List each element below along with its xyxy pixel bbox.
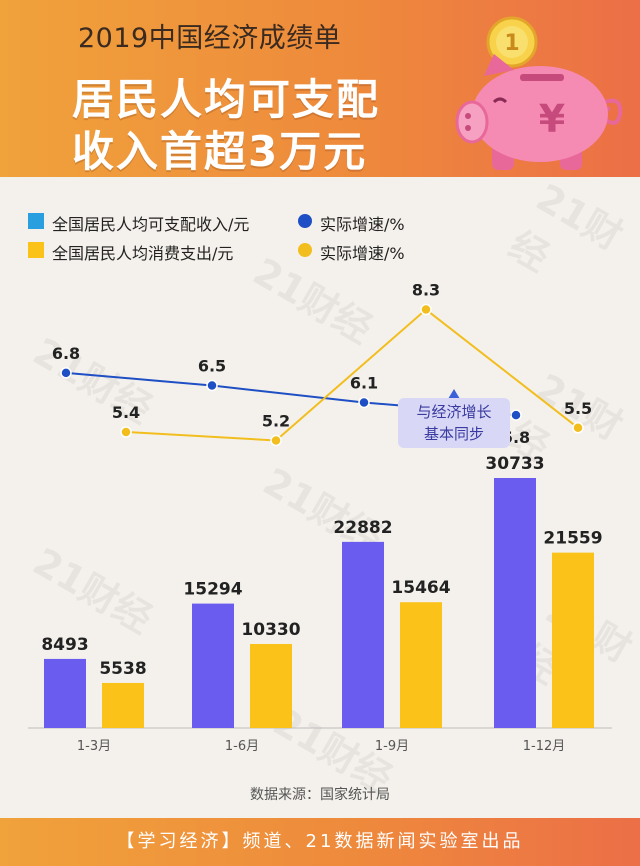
bar-income <box>192 603 234 728</box>
bar-income <box>342 541 384 728</box>
growth-point <box>572 422 584 434</box>
growth-point <box>206 379 218 392</box>
bar-income <box>494 478 536 728</box>
bar-spend <box>102 682 144 728</box>
growth-value-label: 6.1 <box>350 373 378 392</box>
annotation-pointer-icon <box>448 389 460 399</box>
bar-value-label: 15464 <box>391 578 450 598</box>
growth-point <box>120 426 132 438</box>
x-tick-label: 1-3月 <box>77 739 111 754</box>
legend-dot-icon <box>298 243 312 257</box>
growth-value-label: 8.3 <box>412 281 440 300</box>
coin-label: 1 <box>504 31 519 56</box>
growth-value-label: 5.4 <box>112 403 140 422</box>
growth-value-label: 5.2 <box>262 411 290 430</box>
legend-square-icon <box>28 242 44 258</box>
piggy-bank-icon: 1 ¥ <box>455 16 623 170</box>
bar-value-label: 10330 <box>241 620 300 640</box>
header-banner: 2019中国经济成绩单 居民人均可支配 收入首超3万元 1 <box>0 0 640 177</box>
growth-point <box>270 434 282 447</box>
legend-label: 全国居民人均消费支出/元 <box>52 244 234 263</box>
growth-point <box>510 409 522 421</box>
bar-spend <box>400 602 442 728</box>
annotation-callout: 与经济增长 基本同步 <box>398 398 510 448</box>
bar-value-label: 30733 <box>485 454 544 474</box>
growth-point <box>358 396 370 409</box>
annotation-line2: 基本同步 <box>423 425 484 443</box>
footer-banner: 【学习经济】频道、21数据新闻实验室出品 <box>0 818 640 866</box>
x-tick-label: 1-12月 <box>523 739 566 754</box>
legend-square-icon <box>28 213 44 229</box>
growth-line-spend <box>125 308 579 442</box>
x-tick-label: 1-9月 <box>375 739 409 754</box>
header-title-line1: 居民人均可支配 <box>72 75 381 124</box>
header-title-line2: 收入首超3万元 <box>72 127 368 176</box>
growth-point <box>60 367 72 379</box>
bar-value-label: 21559 <box>543 529 602 549</box>
growth-value-label: 6.5 <box>198 357 226 376</box>
legend-label: 实际增速/% <box>320 215 405 234</box>
growth-point <box>420 303 432 316</box>
x-tick-label: 1-6月 <box>225 739 259 754</box>
yen-symbol: ¥ <box>539 97 565 141</box>
bar-spend <box>552 552 594 728</box>
bar-value-label: 22882 <box>333 518 392 538</box>
annotation-line1: 与经济增长 <box>416 403 492 421</box>
growth-value-label: 6.8 <box>52 344 80 363</box>
legend-dot-icon <box>298 214 312 228</box>
legend-label: 实际增速/% <box>320 244 405 263</box>
bar-income <box>44 658 86 728</box>
bar-spend <box>250 643 292 728</box>
legend-label: 全国居民人均可支配收入/元 <box>52 215 250 234</box>
bar-value-label: 8493 <box>41 635 88 655</box>
bar-value-label: 15294 <box>183 580 242 600</box>
data-source: 数据来源：国家统计局 <box>250 787 390 803</box>
header-subtitle: 2019中国经济成绩单 <box>78 23 342 54</box>
bar-value-label: 5538 <box>99 659 146 679</box>
growth-value-label: 5.5 <box>564 399 592 418</box>
